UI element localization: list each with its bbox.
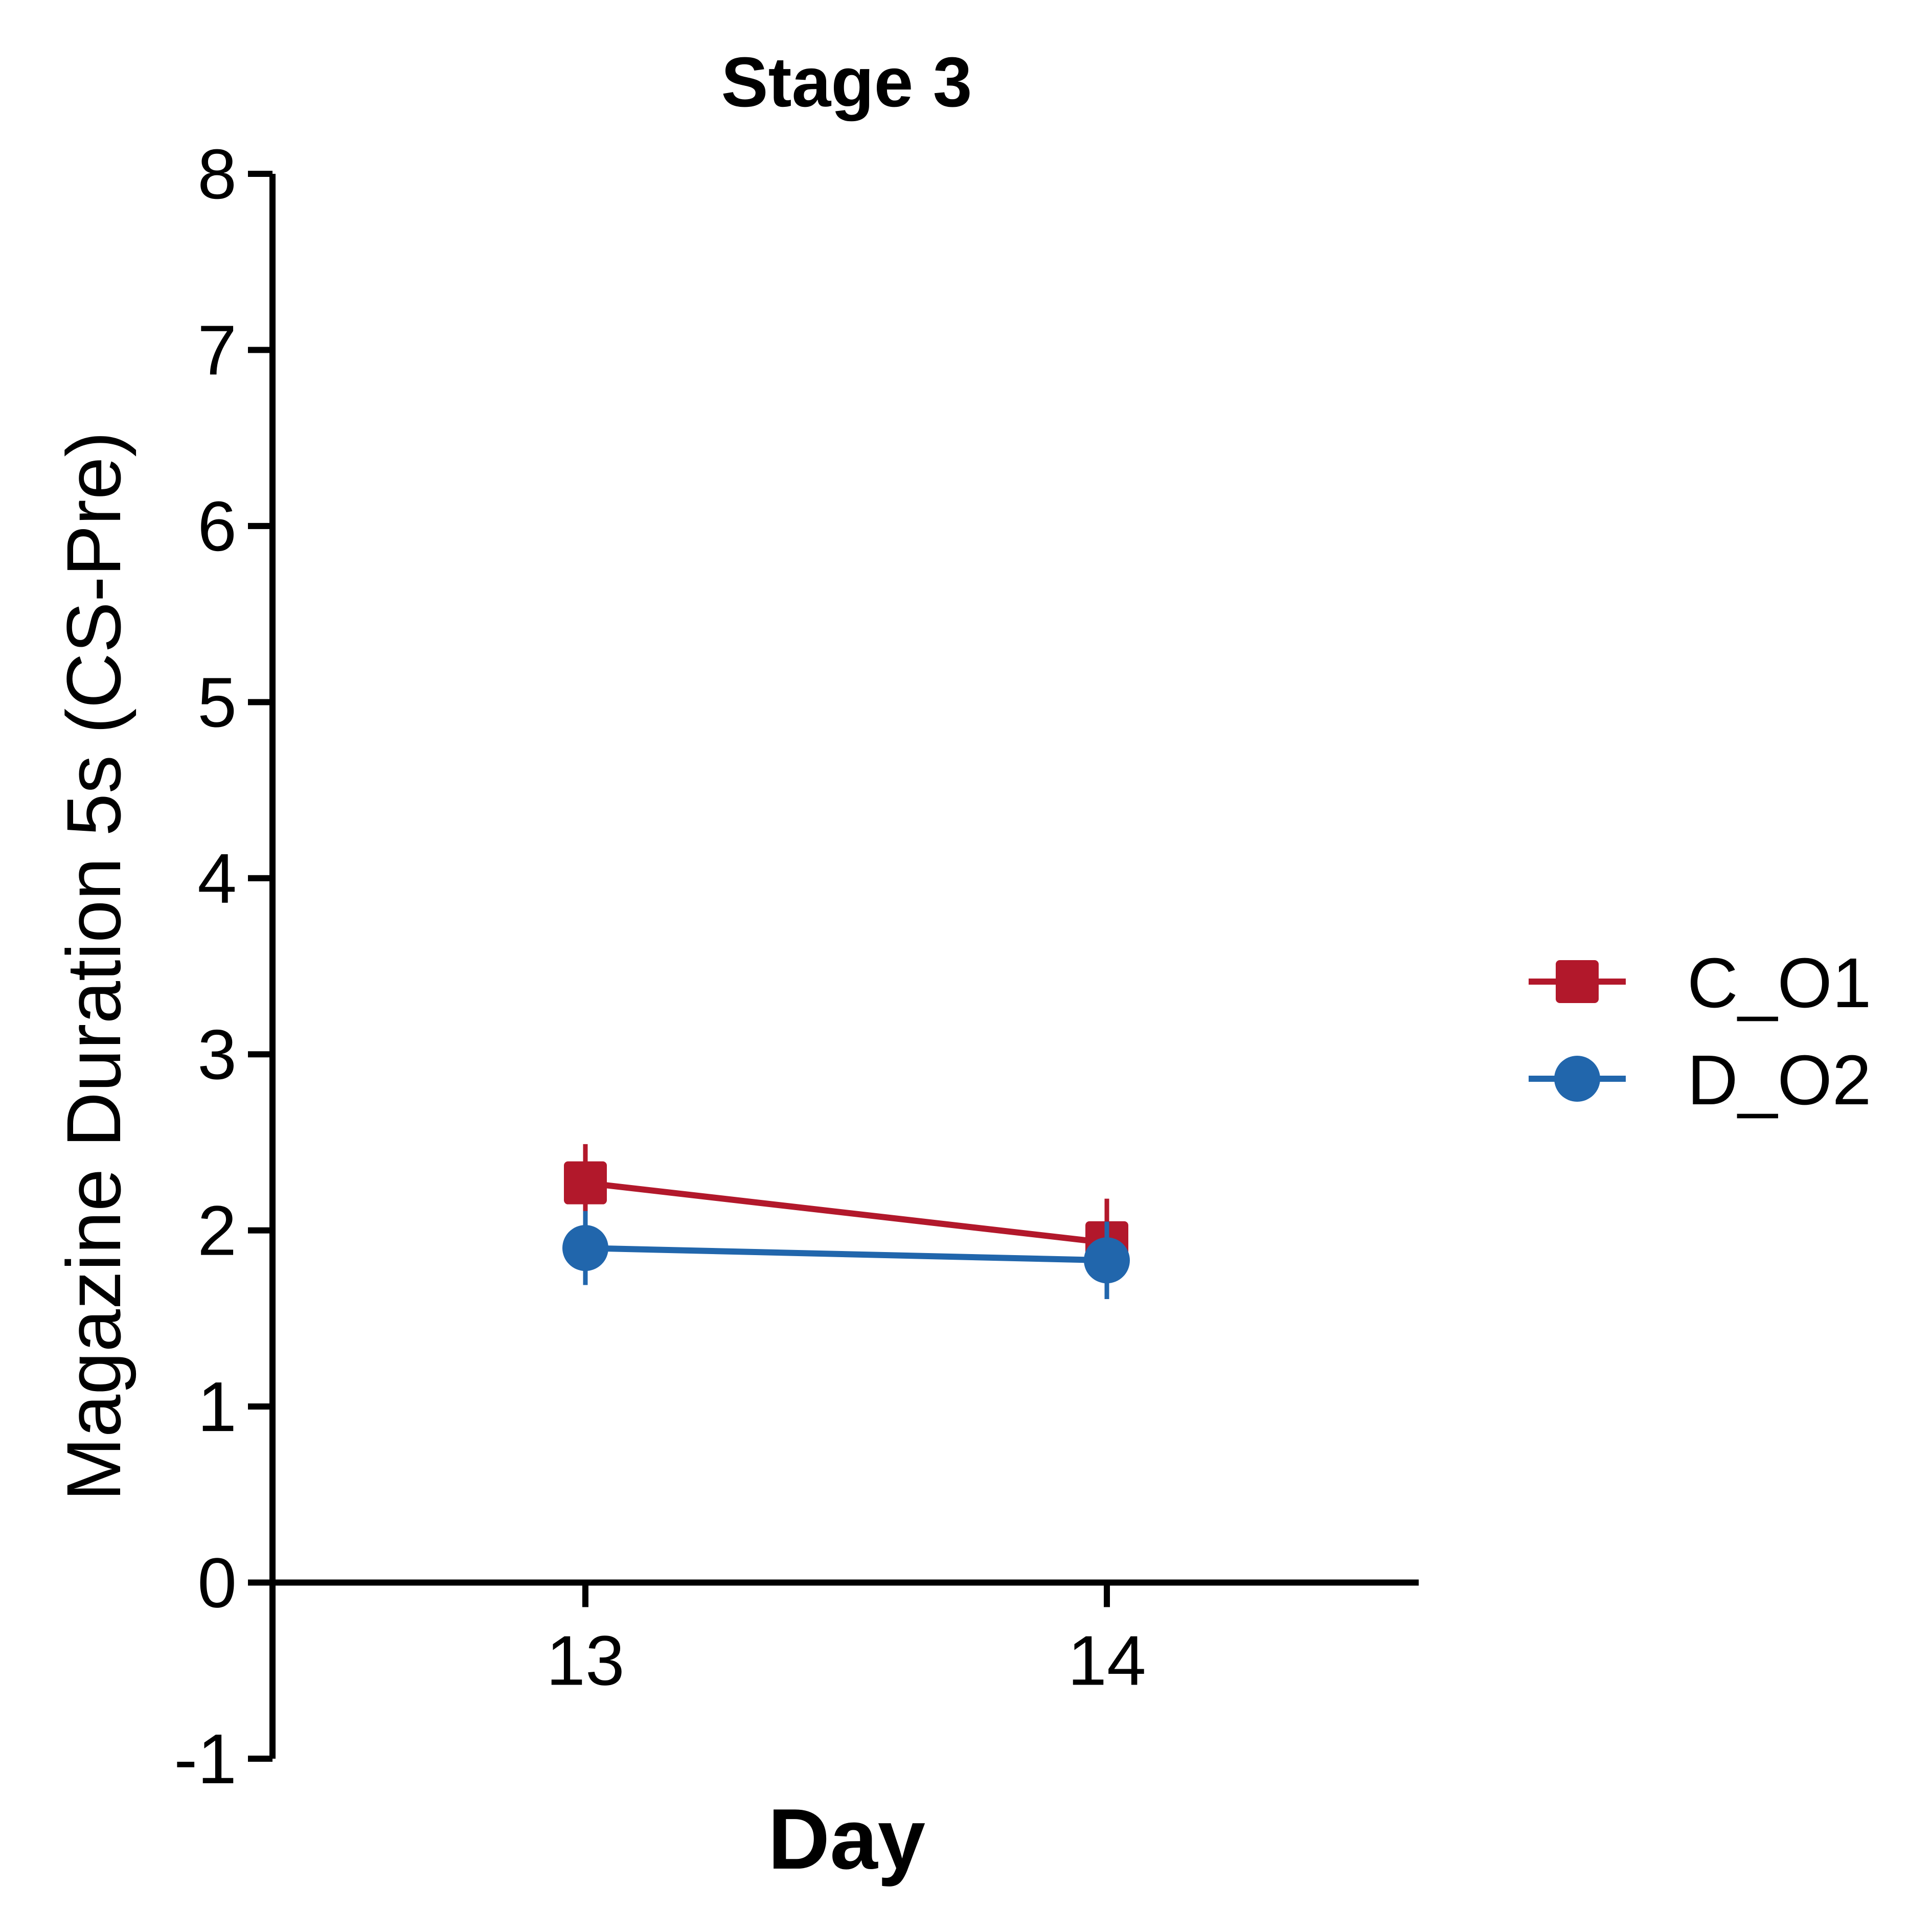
y-tick-label: 3 [197,1015,237,1094]
x-tick-label: 13 [546,1622,625,1700]
legend-label: D_O2 [1687,1041,1872,1120]
y-tick-label: -1 [174,1720,237,1799]
series-line [585,1248,1107,1260]
legend-item-C_O1: C_O1 [1529,944,1872,1022]
y-tick-label: 6 [197,487,237,566]
legend: C_O1 D_O2 [1529,944,1872,1120]
y-tick-label: 8 [197,135,237,214]
y-tick-label: 5 [197,663,237,742]
y-tick-label: 2 [197,1192,237,1270]
series-C_O1 [564,1144,1128,1287]
y-tick-label: 1 [197,1368,237,1446]
data-point [562,1225,608,1271]
data-point [564,1162,607,1204]
series-line [585,1183,1107,1243]
y-axis-title: Magazine Duration 5s (CS-Pre) [51,431,137,1501]
axes: -1 0 1 2 3 4 5 6 7 8 13 14 [174,135,1419,1799]
plot-area [562,1144,1130,1299]
x-axis-title: Day [768,1791,925,1887]
legend-label: C_O1 [1687,944,1872,1022]
x-tick-label: 14 [1067,1622,1146,1700]
legend-marker [1556,960,1599,1003]
series-D_O2 [562,1211,1130,1299]
chart-title: Stage 3 [721,43,972,122]
y-tick-label: 0 [197,1544,237,1623]
y-tick-label: 4 [197,839,237,918]
data-point [1084,1237,1130,1283]
legend-marker [1554,1056,1600,1102]
y-tick-label: 7 [197,311,237,390]
legend-item-D_O2: D_O2 [1529,1041,1872,1120]
